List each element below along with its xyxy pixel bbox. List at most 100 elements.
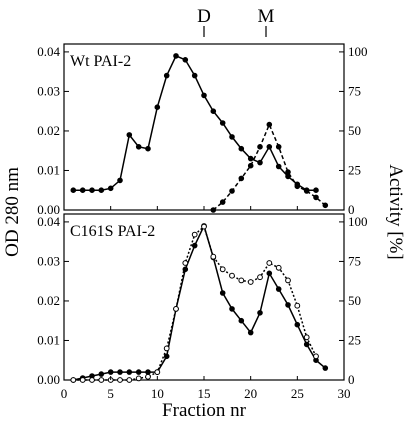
right-tick-label: 0 — [348, 202, 355, 217]
data-point — [135, 369, 142, 375]
data-point — [313, 194, 319, 201]
series-line-1-0 — [73, 223, 326, 381]
data-point — [145, 369, 151, 375]
data-point — [173, 53, 179, 59]
x-axis: 0 5 10 15 20 25 30 — [61, 386, 351, 401]
data-point — [126, 132, 133, 138]
data-point — [266, 121, 273, 128]
data-point — [322, 202, 329, 209]
data-point — [247, 162, 254, 169]
data-point — [219, 199, 226, 205]
data-point — [229, 134, 235, 140]
data-point — [238, 175, 245, 182]
data-point — [107, 185, 114, 192]
data-point — [107, 369, 114, 375]
data-point — [257, 159, 263, 166]
right-tick-label: 50 — [348, 123, 361, 138]
data-point — [117, 177, 123, 184]
data-point-open — [163, 345, 170, 352]
data-point — [210, 108, 217, 114]
x-tick-label: 15 — [198, 386, 211, 401]
left-tick-label: 0.03 — [37, 253, 60, 268]
data-point — [313, 187, 319, 193]
right-tick-label: 25 — [348, 332, 361, 347]
data-point — [219, 120, 226, 126]
data-point — [247, 155, 254, 162]
series-line-1-1 — [73, 225, 317, 381]
x-tick-label: 5 — [107, 386, 114, 401]
x-tick-label: 10 — [151, 386, 164, 401]
panel-label-top: Wt PAI-2 — [70, 53, 131, 70]
data-point — [219, 290, 226, 296]
data-point-open — [79, 377, 86, 383]
data-point — [303, 188, 310, 194]
data-point — [238, 145, 245, 152]
left-tick-label: 0.04 — [37, 44, 60, 59]
data-point — [294, 321, 301, 328]
data-point — [70, 187, 77, 193]
data-point-open — [126, 377, 133, 383]
left-tick-label: 0.04 — [37, 214, 60, 229]
data-point — [229, 306, 235, 312]
data-point-open — [229, 272, 235, 279]
data-point — [275, 163, 282, 170]
data-point — [238, 317, 245, 324]
data-point — [210, 207, 217, 213]
right-tick-label: 100 — [348, 214, 368, 229]
left-tick-label: 0.01 — [37, 162, 60, 177]
data-point — [126, 369, 133, 375]
fraction-markers: D M — [197, 6, 275, 37]
panel-label-bottom: C161S PAI-2 — [70, 223, 155, 240]
left-tick-label: 0.00 — [37, 202, 60, 217]
right-tick-label: 75 — [348, 253, 361, 268]
data-point — [229, 188, 235, 194]
data-point-open — [89, 377, 95, 383]
data-point-open — [191, 231, 198, 238]
data-point — [98, 371, 105, 377]
data-point-open — [154, 369, 161, 376]
data-point-open — [210, 253, 217, 260]
data-point-open — [285, 277, 291, 284]
data-point-open — [313, 353, 319, 360]
data-point — [201, 92, 207, 99]
marker-label-m: M — [258, 6, 275, 27]
left-tick-label: 0.02 — [37, 293, 60, 308]
data-point-open — [98, 377, 105, 383]
data-point — [163, 72, 170, 79]
data-point — [191, 72, 198, 79]
data-point-open — [266, 260, 273, 266]
marker-label-d: D — [197, 6, 211, 27]
data-point — [266, 270, 273, 277]
left-tick-label: 0.02 — [37, 123, 60, 138]
data-point-open — [182, 260, 189, 266]
right-tick-label: 0 — [348, 372, 355, 387]
right-tick-label: 100 — [348, 44, 368, 59]
x-tick-label: 0 — [61, 386, 68, 401]
data-point-open — [173, 306, 179, 312]
data-point — [285, 169, 291, 175]
data-point — [79, 187, 86, 193]
data-point-open — [219, 266, 226, 273]
data-point-open — [275, 264, 282, 271]
x-axis-title: Fraction nr — [162, 400, 247, 421]
data-point-open — [145, 373, 151, 380]
data-point — [145, 145, 151, 152]
y-axis-title-left: OD 280 nm — [2, 167, 23, 257]
data-point — [135, 144, 142, 150]
data-point-open — [257, 274, 263, 281]
y-axis-title-right: Activity [%] — [385, 164, 406, 260]
data-point — [257, 310, 263, 316]
data-point — [191, 242, 198, 249]
data-point-open — [70, 377, 77, 383]
right-tick-label: 25 — [348, 162, 361, 177]
data-point — [154, 104, 161, 110]
panel-c161s: C161S PAI-2 0.00 0.01 0.02 0.03 0.04 0 25 50 75… — [37, 213, 368, 387]
data-point-open — [135, 375, 142, 382]
data-point — [163, 353, 170, 360]
data-point — [247, 329, 254, 336]
data-point-open — [201, 223, 207, 230]
x-tick-label: 30 — [338, 386, 351, 401]
data-point — [117, 369, 123, 375]
data-point-open — [294, 302, 301, 309]
